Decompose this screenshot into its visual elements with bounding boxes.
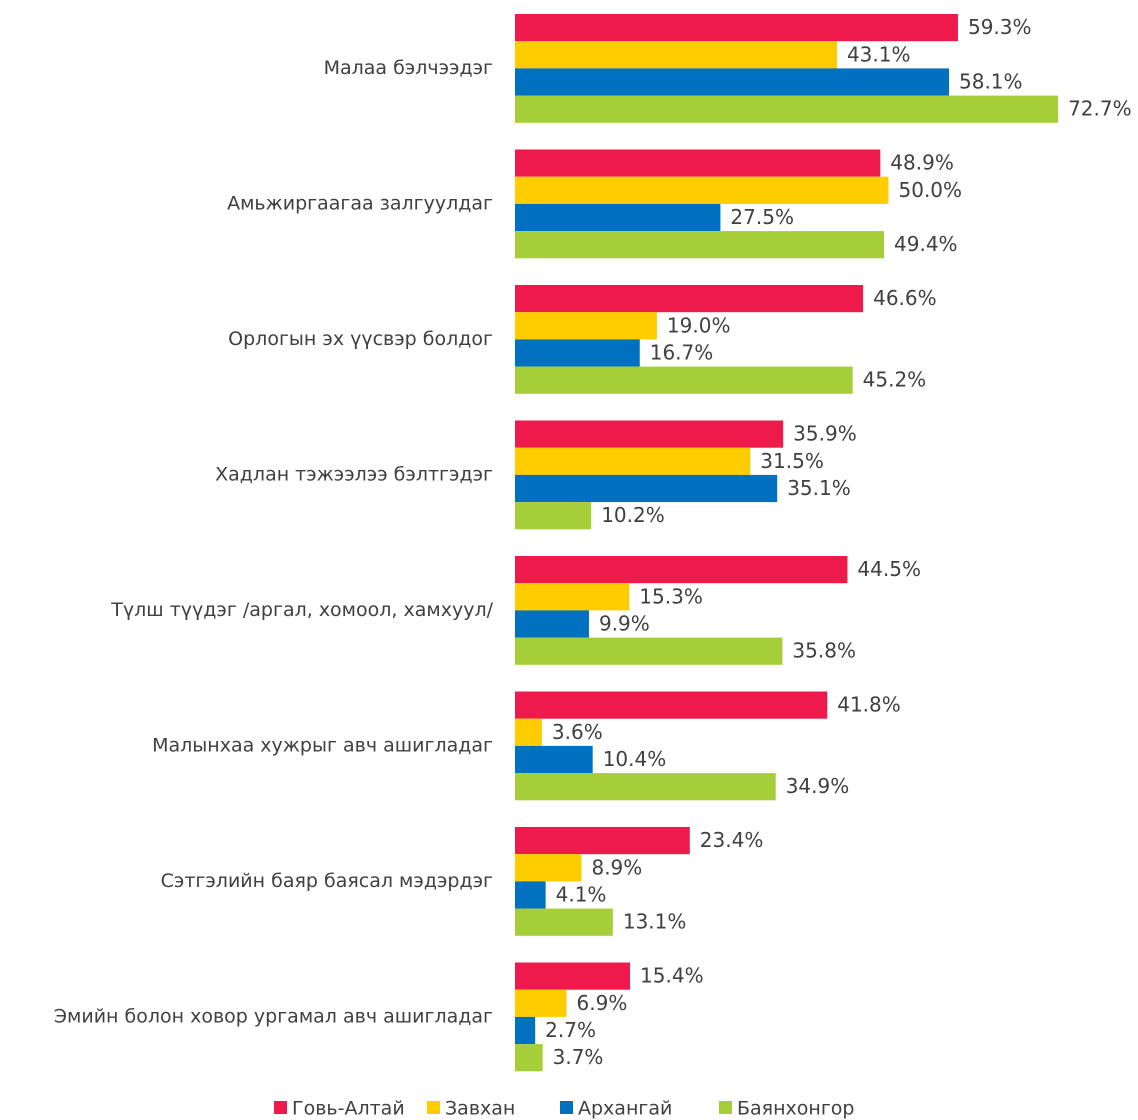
category-label: Хадлан тэжээлээ бэлтгэдэг (215, 463, 493, 485)
bar (515, 773, 776, 801)
bar (515, 231, 885, 259)
bar (515, 420, 784, 448)
value-label: 50.0% (899, 178, 963, 202)
bar (515, 827, 690, 855)
bar (515, 41, 837, 69)
value-label: 6.9% (577, 991, 628, 1015)
bar (515, 556, 848, 584)
bar (515, 95, 1059, 123)
value-label: 45.2% (863, 368, 927, 392)
bar (515, 447, 751, 475)
legend-label: Баянхонгор (737, 1098, 855, 1120)
value-label: 35.9% (793, 422, 857, 446)
bar (515, 203, 721, 232)
value-label: 8.9% (591, 855, 642, 879)
value-label: 31.5% (760, 449, 824, 473)
category-label: Эмийн болон ховор ургамал авч ашигладаг (54, 1005, 493, 1027)
value-label: 35.1% (787, 476, 851, 500)
bar (515, 285, 864, 313)
value-label: 10.2% (601, 503, 665, 527)
bar (515, 745, 593, 774)
bar (515, 474, 778, 503)
value-label: 58.1% (959, 70, 1023, 94)
bar (515, 149, 881, 177)
value-label: 59.3% (968, 15, 1032, 39)
value-label: 16.7% (650, 341, 714, 365)
bar (515, 14, 958, 42)
value-label: 43.1% (847, 42, 911, 66)
legend-swatch (427, 1101, 440, 1114)
category-label: Малаа бэлчээдэг (324, 57, 493, 79)
value-label: 27.5% (730, 205, 794, 229)
bar (515, 881, 546, 909)
legend-swatch (719, 1101, 732, 1114)
value-label: 41.8% (837, 693, 901, 717)
bar (515, 908, 613, 936)
category-label: Амьжиргаагаа залгуулдаг (227, 192, 493, 214)
value-label: 19.0% (667, 313, 731, 337)
bar (515, 312, 657, 340)
bar (515, 854, 582, 882)
value-label: 2.7% (545, 1018, 596, 1042)
value-label: 9.9% (599, 612, 650, 636)
bar (515, 989, 567, 1017)
value-label: 13.1% (623, 910, 687, 934)
value-label: 23.4% (700, 828, 764, 852)
category-label: Малынхаа хужрыг авч ашигладаг (152, 734, 493, 756)
bar (515, 718, 542, 746)
value-label: 34.9% (786, 774, 850, 798)
value-label: 15.3% (639, 584, 703, 608)
bar (515, 502, 592, 530)
value-label: 72.7% (1068, 97, 1132, 121)
category-label: Орлогын эх үүсвэр болдог (228, 328, 493, 350)
bar (515, 68, 950, 96)
value-label: 48.9% (890, 151, 954, 175)
legend-label: Архангай (578, 1098, 672, 1120)
bar (515, 610, 589, 638)
bar (515, 962, 631, 990)
legend-swatch (274, 1101, 287, 1114)
bar (515, 637, 783, 665)
value-label: 3.6% (552, 720, 603, 744)
bar (515, 583, 630, 611)
category-label: Түлш түүдэг /аргал, хомоол, хамхуул/ (110, 599, 493, 621)
bar (515, 1044, 543, 1072)
value-label: 46.6% (873, 286, 937, 310)
value-label: 10.4% (603, 747, 667, 771)
bar (515, 691, 828, 719)
value-label: 49.4% (894, 232, 958, 256)
value-label: 3.7% (553, 1045, 604, 1069)
bar (515, 1016, 536, 1045)
legend-swatch (560, 1101, 573, 1114)
legend-label: Говь-Алтай (292, 1098, 405, 1120)
bar (515, 339, 640, 367)
value-label: 15.4% (640, 964, 704, 988)
legend-label: Завхан (445, 1098, 515, 1120)
category-label: Сэтгэлийн баяр баясал мэдэрдэг (161, 870, 493, 892)
value-label: 44.5% (857, 557, 921, 581)
bar (515, 176, 889, 204)
value-label: 35.8% (792, 639, 856, 663)
bar (515, 366, 853, 394)
value-label: 4.1% (556, 883, 607, 907)
